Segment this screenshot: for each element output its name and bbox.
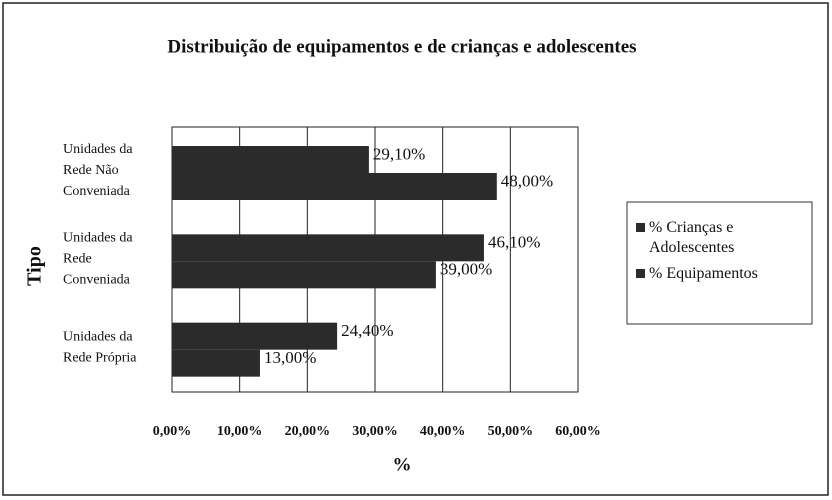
bar <box>172 146 369 173</box>
legend-label: % Crianças e Adolescentes <box>649 219 734 256</box>
x-tick-label: 40,00% <box>420 424 466 439</box>
x-tick-label: 50,00% <box>488 424 534 439</box>
value-label: 29,10% <box>373 144 425 163</box>
bar <box>172 349 260 377</box>
bar <box>172 261 436 289</box>
chart-title: Distribuição de equipamentos e de crianç… <box>167 36 636 57</box>
y-axis-label: Tipo <box>24 246 46 286</box>
legend-label: % Equipamentos <box>649 265 758 282</box>
value-label: 13,00% <box>264 348 316 367</box>
value-label: 24,40% <box>341 321 393 340</box>
x-tick-label: 10,00% <box>217 424 263 439</box>
x-tick-label: 30,00% <box>352 424 398 439</box>
legend-box <box>626 201 813 325</box>
value-label: 39,00% <box>440 260 492 279</box>
bar <box>172 234 484 262</box>
x-tick-label: 20,00% <box>285 424 331 439</box>
value-label: 48,00% <box>501 171 553 190</box>
bar <box>172 322 338 350</box>
y-tick-label: Unidades da Rede Não Conveniada <box>63 142 133 199</box>
value-label: 46,10% <box>488 233 540 252</box>
x-tick-label: 60,00% <box>555 424 601 439</box>
y-tick-label: Unidades da Rede Própria <box>63 330 137 366</box>
legend-swatch <box>636 269 645 278</box>
legend-swatch <box>636 223 645 232</box>
bar <box>172 173 497 200</box>
x-tick-label: 0,00% <box>153 424 192 439</box>
y-tick-label: Unidades da Rede Conveniada <box>63 231 133 288</box>
x-axis-label: % <box>393 454 412 475</box>
